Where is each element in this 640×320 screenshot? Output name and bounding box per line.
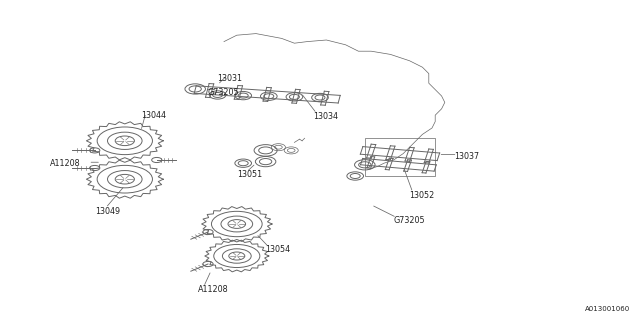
Text: 13034: 13034 <box>314 112 339 121</box>
Text: 13044: 13044 <box>141 111 166 120</box>
Text: A11208: A11208 <box>198 285 229 294</box>
Text: 13054: 13054 <box>266 245 291 254</box>
Text: A11208: A11208 <box>50 159 81 168</box>
Text: 13037: 13037 <box>454 152 479 161</box>
Text: G73205: G73205 <box>394 216 425 225</box>
Bar <box>365 138 435 176</box>
Text: 13052: 13052 <box>410 191 435 200</box>
Text: G73205: G73205 <box>208 88 239 97</box>
Text: 13051: 13051 <box>237 170 262 179</box>
Text: A013001060: A013001060 <box>585 306 630 312</box>
Text: 13049: 13049 <box>95 207 120 216</box>
Text: 13031: 13031 <box>218 74 243 83</box>
